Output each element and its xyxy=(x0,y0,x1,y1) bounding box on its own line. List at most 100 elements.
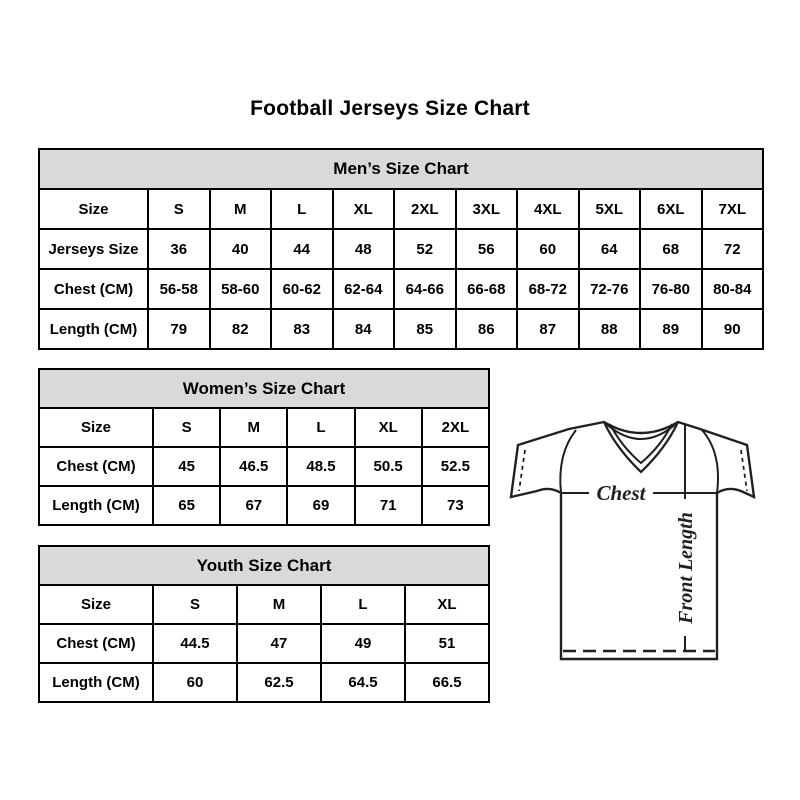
front-length-label: Front Length xyxy=(675,512,697,625)
jersey-measurement-diagram: Chest Front Length xyxy=(509,420,756,661)
table-title: Youth Size Chart xyxy=(38,545,490,586)
page-title: Football Jerseys Size Chart xyxy=(250,97,530,120)
value-cell: 2XL xyxy=(420,407,491,448)
value-cell: L xyxy=(286,407,356,448)
value-cell: 52 xyxy=(393,228,457,270)
value-cell: 36 xyxy=(147,228,211,270)
value-cell: S xyxy=(147,188,211,230)
left-armhole-seam xyxy=(559,429,577,494)
value-cell: 89 xyxy=(639,308,703,350)
value-cell: 44.5 xyxy=(152,623,238,664)
value-cell: 40 xyxy=(208,228,272,270)
value-cell: 56 xyxy=(454,228,518,270)
table-row: Length (CM) 60 62.5 64.5 66.5 xyxy=(38,662,490,703)
value-cell: L xyxy=(270,188,334,230)
value-cell: 48 xyxy=(331,228,395,270)
value-cell: 50.5 xyxy=(353,446,423,487)
value-cell: 60-62 xyxy=(270,268,334,310)
value-cell: 3XL xyxy=(454,188,518,230)
value-cell: 64 xyxy=(577,228,641,270)
value-cell: M xyxy=(219,407,289,448)
value-cell: 85 xyxy=(393,308,457,350)
table-title-row: Youth Size Chart xyxy=(38,545,490,586)
table-row: Chest (CM) 44.5 47 49 51 xyxy=(38,623,490,664)
table-title-row: Men’s Size Chart xyxy=(38,148,764,190)
value-cell: 60 xyxy=(516,228,580,270)
value-cell: 87 xyxy=(516,308,580,350)
value-cell: 65 xyxy=(151,485,222,526)
value-cell: XL xyxy=(331,188,395,230)
value-cell: 84 xyxy=(331,308,395,350)
row-header-cell: Chest (CM) xyxy=(38,446,154,487)
value-cell: 49 xyxy=(320,623,406,664)
v-neck-outer-line xyxy=(603,421,679,474)
value-cell: 64-66 xyxy=(393,268,457,310)
table-row: Length (CM) 65 67 69 71 73 xyxy=(38,485,491,526)
value-cell: 47 xyxy=(236,623,322,664)
mens-size-chart-table: Men’s Size Chart Size S M L XL 2XL 3XL 4XL 5XL 6XL… xyxy=(38,148,764,350)
value-cell: M xyxy=(236,584,322,625)
value-cell: 66-68 xyxy=(454,268,518,310)
value-cell: 72 xyxy=(700,228,764,270)
row-header-cell: Size xyxy=(38,188,149,230)
value-cell: 58-60 xyxy=(208,268,272,310)
table-row: Chest (CM) 56-58 58-60 60-62 62-64 64-66 66-68… xyxy=(38,268,764,310)
value-cell: 80-84 xyxy=(700,268,764,310)
value-cell: 48.5 xyxy=(286,446,356,487)
value-cell: 69 xyxy=(286,485,356,526)
value-cell: XL xyxy=(404,584,490,625)
value-cell: 64.5 xyxy=(320,662,406,703)
table-row: Chest (CM) 45 46.5 48.5 50.5 52.5 xyxy=(38,446,491,487)
table-title-row: Women’s Size Chart xyxy=(38,368,490,409)
value-cell: 62.5 xyxy=(236,662,322,703)
value-cell: 72-76 xyxy=(577,268,641,310)
value-cell: 60 xyxy=(152,662,238,703)
table-title: Men’s Size Chart xyxy=(38,148,764,190)
value-cell: 66.5 xyxy=(404,662,490,703)
value-cell: 5XL xyxy=(577,188,641,230)
row-header-cell: Size xyxy=(38,584,154,625)
value-cell: 4XL xyxy=(516,188,580,230)
right-armhole-seam xyxy=(701,429,719,494)
table-title: Women’s Size Chart xyxy=(38,368,490,409)
value-cell: 46.5 xyxy=(219,446,289,487)
row-header-cell: Chest (CM) xyxy=(38,623,154,664)
value-cell: 68 xyxy=(639,228,703,270)
value-cell: 2XL xyxy=(393,188,457,230)
value-cell: XL xyxy=(353,407,423,448)
table-row: Jerseys Size 36 40 44 48 52 56 60 64 68 72 xyxy=(38,228,764,270)
row-header-cell: Jerseys Size xyxy=(38,228,149,270)
value-cell: 82 xyxy=(208,308,272,350)
value-cell: 44 xyxy=(270,228,334,270)
chest-label: Chest xyxy=(596,481,646,505)
value-cell: 71 xyxy=(353,485,423,526)
v-neck-inner-line xyxy=(609,423,673,465)
table-row: Length (CM) 79 82 83 84 85 86 87 88 89 90 xyxy=(38,308,764,350)
value-cell: 62-64 xyxy=(331,268,395,310)
womens-size-chart-table: Women’s Size Chart Size S M L XL 2XL Chest (CM)… xyxy=(38,368,491,526)
value-cell: 88 xyxy=(577,308,641,350)
value-cell: 51 xyxy=(404,623,490,664)
value-cell: 79 xyxy=(147,308,211,350)
value-cell: 7XL xyxy=(700,188,764,230)
youth-size-chart-table: Youth Size Chart Size S M L XL Chest (CM) 44.5 4… xyxy=(38,545,490,703)
jersey-outline xyxy=(509,420,756,661)
value-cell: 6XL xyxy=(639,188,703,230)
value-cell: S xyxy=(152,584,238,625)
row-header-cell: Length (CM) xyxy=(38,308,149,350)
row-header-cell: Length (CM) xyxy=(38,485,154,526)
value-cell: 67 xyxy=(219,485,289,526)
table-row: Size S M L XL xyxy=(38,584,490,625)
row-header-cell: Length (CM) xyxy=(38,662,154,703)
value-cell: 76-80 xyxy=(639,268,703,310)
row-header-cell: Chest (CM) xyxy=(38,268,149,310)
table-row: Size S M L XL 2XL xyxy=(38,407,491,448)
table-row: Size S M L XL 2XL 3XL 4XL 5XL 6XL 7XL xyxy=(38,188,764,230)
value-cell: 86 xyxy=(454,308,518,350)
value-cell: 68-72 xyxy=(516,268,580,310)
value-cell: 52.5 xyxy=(420,446,491,487)
value-cell: 56-58 xyxy=(147,268,211,310)
value-cell: S xyxy=(151,407,222,448)
value-cell: 83 xyxy=(270,308,334,350)
